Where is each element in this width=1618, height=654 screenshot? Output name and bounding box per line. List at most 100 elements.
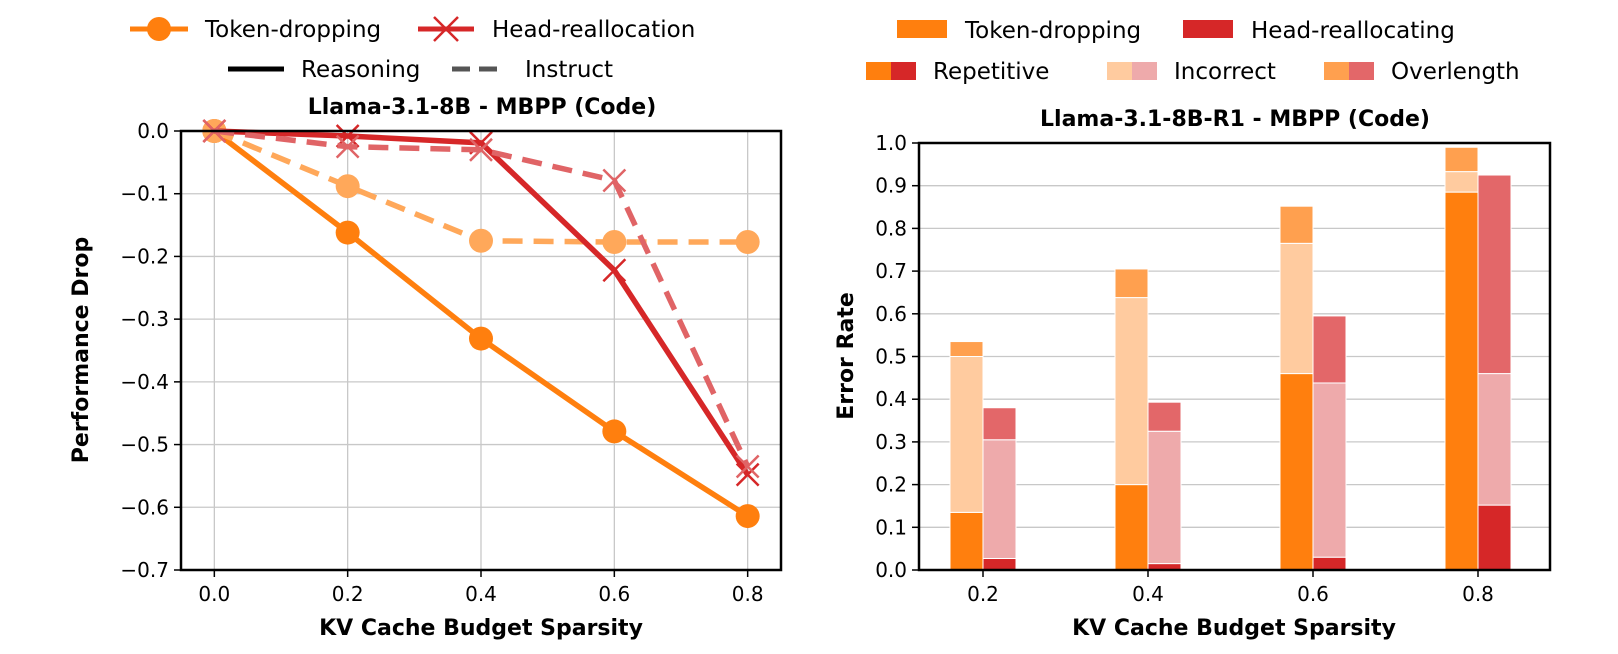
bar-head-reallocating-incorrect bbox=[982, 439, 1017, 559]
left-series-point bbox=[735, 454, 760, 479]
left-y-tick-label: −0.2 bbox=[120, 244, 169, 268]
bar-token-dropping-overlength bbox=[1114, 268, 1149, 299]
left-x-tick-label: 0.4 bbox=[465, 582, 497, 606]
legend-head-label: Head-reallocation bbox=[492, 17, 695, 43]
bar-head-reallocating-repetitive bbox=[1477, 504, 1512, 571]
right-bars bbox=[949, 146, 1512, 571]
left-series-point bbox=[602, 258, 627, 283]
legend-overlength-patch-token bbox=[1324, 62, 1349, 80]
left-x-tick-label: 0.8 bbox=[732, 582, 764, 606]
right-x-tick-label: 0.2 bbox=[967, 582, 999, 606]
legend-token-marker bbox=[147, 17, 171, 41]
bar-head-reallocating-overlength bbox=[982, 407, 1017, 441]
bar-head-reallocating-overlength bbox=[1147, 401, 1182, 432]
left-y-tick-label: −0.4 bbox=[120, 370, 169, 394]
bar-head-reallocating-overlength bbox=[1312, 315, 1347, 384]
left-y-tick-label: −0.3 bbox=[120, 307, 169, 331]
left-series-point bbox=[735, 230, 760, 255]
bar-head-reallocating-incorrect bbox=[1477, 373, 1512, 506]
right-ticks: 0.0 0.1 0.2 0.3 0.4 0.5 0.6 0.7 0.8 0.9 1.0 0.2 0.4 0… bbox=[875, 131, 1494, 606]
left-ticks: 0.0 0.2 0.4 0.6 0.8 0.0 −0.1 −0.2 −0.3 −0.4 −0.5 −0… bbox=[120, 119, 763, 606]
legend-repetitive-label: Repetitive bbox=[933, 59, 1049, 85]
left-y-tick-label: −0.5 bbox=[120, 433, 169, 457]
left-y-tick-label: 0.0 bbox=[137, 119, 169, 143]
left-series-point bbox=[469, 228, 493, 253]
right-y-axis-title: Error Rate bbox=[834, 292, 859, 420]
left-series-point bbox=[335, 220, 360, 245]
left-chart: Llama-3.1-8B - MBPP (Code) 0.0 0.2 0.4 0.6 0… bbox=[69, 95, 783, 641]
right-x-tick-label: 0.6 bbox=[1297, 582, 1329, 606]
right-x-axis-title: KV Cache Budget Sparsity bbox=[1072, 616, 1396, 641]
bar-head-reallocating-incorrect bbox=[1312, 382, 1347, 558]
bar-token-dropping-repetitive bbox=[1279, 373, 1314, 571]
left-series bbox=[202, 119, 760, 529]
left-x-tick-label: 0.0 bbox=[198, 582, 230, 606]
legend-repetitive-patch-head bbox=[891, 62, 916, 80]
left-y-tick-label: −0.7 bbox=[120, 558, 169, 582]
left-series-point bbox=[335, 134, 360, 159]
left-chart-title: Llama-3.1-8B - MBPP (Code) bbox=[308, 95, 657, 120]
left-series-point bbox=[735, 504, 760, 529]
bar-token-dropping-overlength bbox=[1444, 146, 1479, 173]
legend-head-marker bbox=[433, 16, 459, 42]
right-y-tick-label: 0.6 bbox=[875, 302, 907, 326]
bar-head-reallocating-repetitive bbox=[1312, 556, 1347, 571]
right-chart-title: Llama-3.1-8B-R1 - MBPP (Code) bbox=[1040, 107, 1430, 132]
bar-token-dropping-overlength bbox=[949, 341, 984, 357]
legend-token-dropping-label: Token-dropping bbox=[964, 18, 1141, 44]
bar-token-dropping-repetitive bbox=[949, 511, 984, 571]
bar-token-dropping-incorrect bbox=[1114, 297, 1149, 486]
left-x-tick-label: 0.2 bbox=[332, 582, 364, 606]
right-y-tick-label: 0.7 bbox=[875, 259, 907, 283]
right-x-tick-label: 0.8 bbox=[1462, 582, 1494, 606]
legend-instruct-label: Instruct bbox=[525, 57, 613, 83]
left-series-point bbox=[602, 419, 627, 444]
left-legend: Token-dropping Head-reallocation Reasoni… bbox=[130, 16, 695, 83]
left-x-axis-title: KV Cache Budget Sparsity bbox=[319, 616, 643, 641]
right-y-tick-label: 0.5 bbox=[875, 345, 907, 369]
bar-token-dropping-repetitive bbox=[1444, 191, 1479, 571]
legend-incorrect-patch-head bbox=[1132, 62, 1157, 80]
legend-token-label: Token-dropping bbox=[204, 17, 381, 43]
right-plot-frame bbox=[917, 141, 1552, 572]
left-y-tick-label: −0.1 bbox=[120, 182, 169, 206]
right-y-tick-label: 0.1 bbox=[875, 515, 907, 539]
bar-head-reallocating-overlength bbox=[1477, 174, 1512, 375]
bar-token-dropping-incorrect bbox=[1444, 171, 1479, 193]
bar-token-dropping-repetitive bbox=[1114, 484, 1149, 571]
right-y-tick-label: 1.0 bbox=[875, 131, 907, 155]
right-y-tick-label: 0.9 bbox=[875, 174, 907, 198]
legend-incorrect-label: Incorrect bbox=[1174, 59, 1276, 85]
legend-overlength-patch-head bbox=[1349, 62, 1374, 80]
legend-head-reallocating-label: Head-reallocating bbox=[1251, 18, 1455, 44]
left-series-point bbox=[602, 168, 627, 193]
right-chart: Llama-3.1-8B-R1 - MBPP (Code) 0.00.10.20… bbox=[834, 107, 1552, 641]
left-series-point bbox=[469, 326, 493, 351]
bar-token-dropping-incorrect bbox=[1279, 242, 1314, 375]
left-series-point bbox=[335, 174, 360, 199]
legend-reasoning-label: Reasoning bbox=[301, 57, 420, 83]
right-y-tick-label: 0.8 bbox=[875, 216, 907, 240]
left-y-axis-title: Performance Drop bbox=[69, 237, 94, 463]
left-plot-frame bbox=[179, 129, 783, 572]
legend-incorrect-patch-token bbox=[1107, 62, 1132, 80]
right-y-tick-label: 0.4 bbox=[875, 387, 907, 411]
left-series-point bbox=[602, 230, 627, 255]
bar-token-dropping-overlength bbox=[1279, 205, 1314, 244]
left-series-point bbox=[735, 462, 760, 487]
legend-repetitive-patch-token bbox=[866, 62, 891, 80]
left-x-tick-label: 0.6 bbox=[598, 582, 630, 606]
right-legend: Token-dropping Head-reallocating Repetit… bbox=[866, 18, 1520, 85]
right-x-tick-label: 0.4 bbox=[1132, 582, 1164, 606]
legend-token-patch bbox=[897, 20, 947, 38]
left-y-tick-label: −0.6 bbox=[120, 495, 169, 519]
bar-token-dropping-incorrect bbox=[949, 356, 984, 513]
bar-head-reallocating-incorrect bbox=[1147, 430, 1182, 565]
bar-head-reallocating-repetitive bbox=[982, 557, 1017, 571]
right-y-tick-label: 0.3 bbox=[875, 430, 907, 454]
right-y-tick-label: 0.0 bbox=[875, 558, 907, 582]
legend-head-patch bbox=[1183, 20, 1233, 38]
legend-overlength-label: Overlength bbox=[1391, 59, 1520, 85]
right-y-tick-label: 0.2 bbox=[875, 473, 907, 497]
